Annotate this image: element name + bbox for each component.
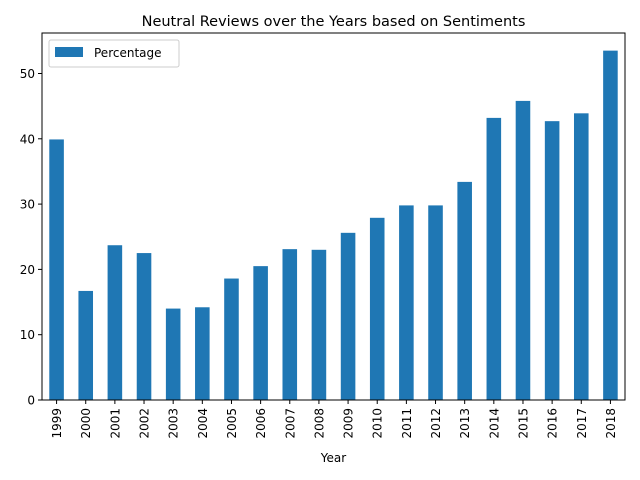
x-tick-label: 2009 [342, 408, 356, 439]
bar-2018 [603, 50, 618, 400]
bar-2004 [195, 307, 210, 400]
bar-2009 [340, 232, 356, 400]
x-tick-label: 2000 [79, 408, 93, 439]
chart-title: Neutral Reviews over the Years based on … [142, 14, 526, 30]
x-tick-label: 2004 [196, 408, 210, 439]
x-axis: 1999 2000 2001 2002 2003 2004 2005 2006 2007 2008… [50, 400, 618, 439]
legend: Percentage [48, 39, 180, 68]
bar-2010 [369, 217, 385, 400]
bar-2000 [78, 290, 94, 400]
legend-swatch [55, 47, 83, 57]
bar-2013 [457, 181, 472, 400]
bar-2017 [573, 113, 589, 400]
legend-label: Percentage [94, 46, 162, 60]
bar-2001 [107, 245, 123, 400]
y-tick-label: 20 [20, 263, 35, 277]
axes-frame [41, 32, 626, 401]
legend-box [48, 39, 180, 68]
x-tick-label: 2003 [167, 408, 181, 439]
x-tick-label: 2012 [429, 408, 443, 439]
bar-2015 [515, 100, 531, 400]
y-tick-label: 40 [20, 132, 35, 146]
bar-2002 [136, 253, 152, 400]
x-tick-label: 2016 [546, 408, 560, 439]
bar-2016 [544, 121, 560, 400]
bar-2014 [486, 117, 502, 400]
y-tick-label: 10 [20, 328, 35, 342]
x-tick-label: 2010 [371, 408, 385, 439]
bar-2012 [428, 205, 443, 400]
x-tick-label: 1999 [50, 408, 64, 439]
x-tick-label: 2002 [138, 408, 152, 439]
bar-2008 [311, 249, 327, 400]
x-tick-label: 2011 [400, 408, 414, 439]
x-tick-label: 2005 [225, 408, 239, 439]
y-tick-label: 50 [20, 67, 35, 81]
x-tick-label: 2006 [254, 408, 268, 439]
x-tick-label: 2015 [516, 408, 530, 439]
bar-1999 [49, 139, 64, 400]
y-tick-label: 30 [20, 198, 35, 212]
bar-2007 [282, 249, 298, 400]
plot-area [49, 50, 618, 400]
x-tick-label: 2014 [487, 408, 501, 439]
y-tick-label: 0 [27, 394, 35, 408]
bar-2003 [165, 308, 181, 400]
bar-2006 [253, 266, 268, 400]
x-tick-label: 2008 [312, 408, 326, 439]
bar-2011 [399, 205, 414, 400]
bar-2005 [224, 278, 239, 400]
x-tick-label: 2018 [604, 408, 618, 439]
y-axis: 0 10 20 30 40 50 [20, 67, 42, 408]
x-tick-label: 2013 [458, 408, 472, 439]
x-tick-label: 2017 [575, 408, 589, 439]
x-tick-label: 2007 [283, 408, 297, 439]
x-axis-label: Year [320, 451, 346, 465]
x-tick-label: 2001 [108, 408, 122, 439]
